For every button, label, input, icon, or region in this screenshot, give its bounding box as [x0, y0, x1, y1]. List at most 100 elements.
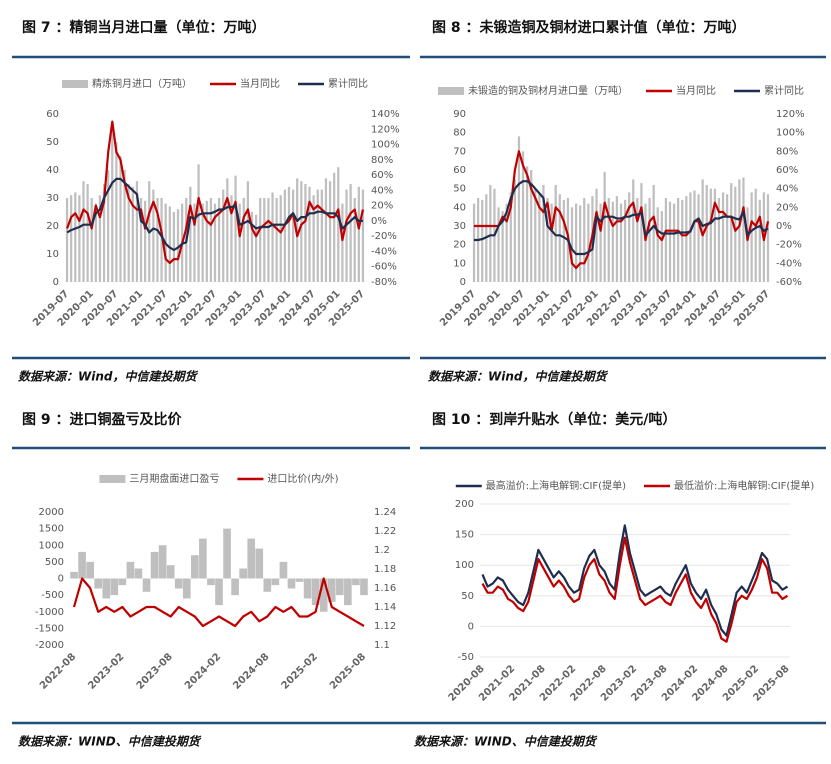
bar — [134, 568, 143, 579]
bar — [70, 571, 78, 579]
bar — [697, 194, 700, 282]
bar — [102, 578, 111, 599]
bar — [247, 538, 256, 579]
line-series — [72, 577, 365, 628]
bar — [327, 578, 336, 602]
bar — [94, 578, 103, 589]
bar — [754, 188, 757, 282]
line-series — [481, 536, 789, 643]
bar — [142, 578, 151, 592]
bar — [107, 170, 110, 282]
bar — [664, 198, 668, 282]
bar — [70, 195, 73, 282]
y2-tick-label: 1.16 — [374, 583, 396, 594]
bar — [263, 578, 272, 592]
bar — [139, 198, 143, 282]
bar — [312, 195, 315, 282]
bar — [126, 561, 135, 579]
bar — [223, 528, 231, 579]
y2-tick-label: 1.1 — [374, 640, 390, 651]
bar — [144, 200, 147, 282]
bar — [287, 186, 291, 282]
bar — [701, 179, 704, 282]
bar — [254, 214, 258, 282]
bar — [611, 201, 614, 282]
y2-tick-label: 0% — [776, 221, 792, 232]
y2-tick-label: 100% — [776, 128, 805, 139]
bar — [311, 578, 320, 606]
bar — [558, 194, 561, 282]
bar — [656, 207, 659, 282]
bar — [160, 198, 163, 282]
bar — [730, 183, 733, 282]
y2-tick-label: 1.2 — [374, 545, 390, 556]
bar — [118, 578, 127, 586]
bar — [263, 198, 266, 282]
bar — [349, 184, 352, 282]
bar — [595, 188, 598, 282]
bar — [226, 178, 229, 282]
bar — [681, 199, 684, 282]
bar — [337, 167, 340, 282]
bar — [131, 186, 134, 282]
bar — [583, 198, 586, 282]
bar — [304, 184, 307, 282]
bar — [758, 199, 761, 282]
y-tick-label: 30 — [46, 193, 59, 204]
bar — [481, 199, 484, 282]
y-tick-label: 20 — [453, 240, 466, 251]
bar — [353, 198, 356, 282]
y2-tick-label: 80% — [371, 155, 393, 166]
line-series — [474, 180, 769, 256]
bar — [172, 212, 176, 282]
bar — [717, 198, 721, 282]
bar — [115, 142, 118, 282]
bar — [234, 175, 237, 282]
bar — [570, 207, 574, 282]
y2-tick-label: 100% — [371, 140, 400, 151]
bar — [615, 196, 619, 282]
bar — [98, 195, 102, 282]
legend-label: 精炼铜月进口（万吨） — [92, 77, 192, 90]
y2-tick-label: 1.14 — [374, 602, 396, 613]
source-note: 数据来源：Wind，中信建投期货 — [428, 370, 608, 384]
bar — [239, 568, 247, 579]
bar — [345, 189, 348, 282]
y-tick-label: -50 — [458, 652, 474, 663]
bar — [574, 203, 578, 282]
y2-tick-label: -60% — [371, 262, 397, 273]
bar — [579, 205, 582, 282]
bar — [734, 186, 737, 282]
bar — [746, 207, 749, 282]
bar — [231, 578, 239, 596]
legend-swatch — [99, 475, 126, 483]
bar — [267, 198, 270, 282]
bar — [668, 201, 672, 282]
legend-swatch — [62, 80, 88, 88]
bar — [123, 170, 126, 282]
bar — [636, 198, 639, 282]
bar — [242, 198, 245, 282]
bar — [546, 198, 549, 282]
bar — [509, 192, 512, 282]
bar — [525, 166, 529, 282]
bar — [554, 184, 557, 282]
y2-tick-label: 20% — [776, 202, 798, 213]
bar — [742, 177, 745, 282]
y-tick-label: 50 — [46, 137, 59, 148]
bar — [562, 199, 565, 282]
bar — [489, 184, 492, 282]
bar — [158, 545, 167, 579]
bar — [344, 578, 352, 606]
bar — [550, 203, 553, 282]
y-tick-label: 100 — [455, 560, 474, 571]
y-tick-label: 0 — [468, 621, 474, 632]
y2-tick-label: -60% — [776, 277, 802, 288]
bar — [209, 198, 213, 282]
bar — [623, 199, 627, 282]
line-series — [66, 120, 364, 264]
bar — [361, 189, 365, 282]
bar — [603, 171, 606, 282]
y-tick-label: 1500 — [39, 524, 64, 535]
y-tick-label: 60 — [46, 109, 59, 120]
